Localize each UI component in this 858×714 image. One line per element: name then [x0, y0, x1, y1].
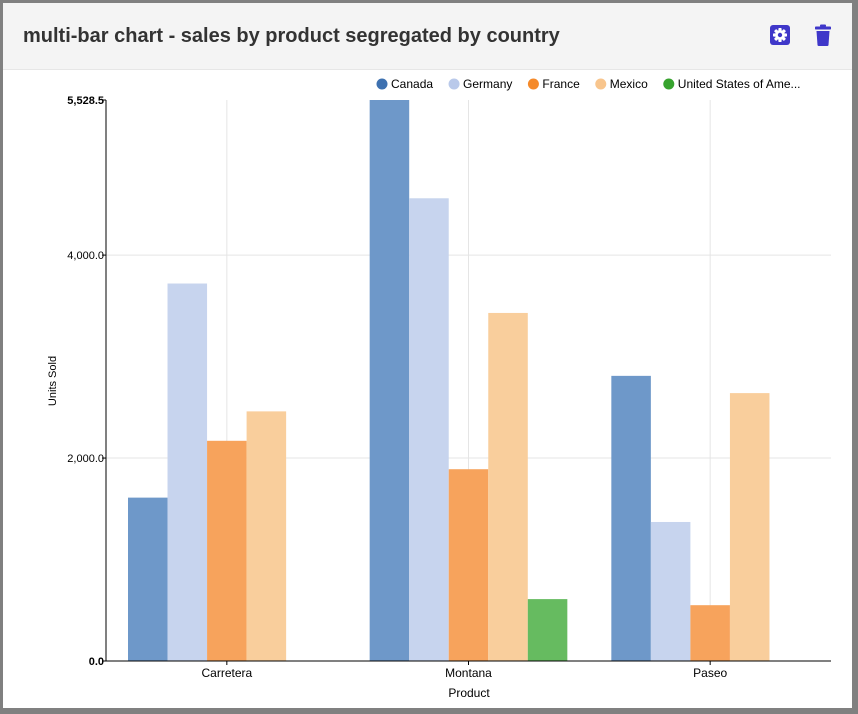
legend-swatch — [527, 78, 539, 90]
chart-card: multi-bar chart - sales by product segre… — [3, 3, 852, 708]
x-tick-label: Paseo — [693, 666, 727, 680]
card-title: multi-bar chart - sales by product segre… — [23, 25, 560, 47]
bar[interactable] — [527, 599, 568, 661]
x-axis-label: Product — [448, 686, 490, 700]
settings-button[interactable] — [768, 23, 792, 47]
legend-item[interactable]: Mexico — [595, 77, 648, 91]
legend-item[interactable]: France — [527, 77, 580, 91]
legend-label: United States of Ame... — [678, 77, 801, 91]
bar[interactable] — [650, 521, 691, 661]
bar[interactable] — [611, 375, 651, 661]
delete-button[interactable] — [811, 23, 835, 47]
legend-item[interactable]: Germany — [448, 77, 513, 91]
x-tick-label: Montana — [445, 666, 492, 680]
legend-label: Canada — [391, 77, 433, 91]
legend-swatch — [595, 78, 607, 90]
y-tick-label: 4,000.0 — [67, 250, 104, 262]
bar[interactable] — [246, 411, 287, 661]
legend-label: Germany — [463, 77, 512, 91]
y-tick-label: 0.0 — [89, 656, 104, 668]
bar[interactable] — [207, 440, 247, 661]
y-tick-label: 5,528.5 — [67, 95, 104, 107]
bar[interactable] — [488, 312, 528, 661]
y-tick-label: 2,000.0 — [67, 453, 104, 465]
bar[interactable] — [409, 198, 449, 661]
gear-icon — [770, 25, 790, 45]
multi-bar-chart: 0.0 2,000.0 4,000.0 5,528.5 Carretera Montan… — [47, 77, 831, 700]
card-header: multi-bar chart - sales by product segre… — [3, 3, 852, 70]
legend-label: Mexico — [610, 77, 648, 91]
legend-label: France — [542, 77, 580, 91]
legend-swatch — [376, 78, 388, 90]
legend-item[interactable]: United States of Ame... — [663, 77, 801, 91]
bar[interactable] — [690, 605, 730, 661]
trash-icon — [815, 24, 831, 46]
bar[interactable] — [167, 283, 208, 661]
bar[interactable] — [448, 469, 489, 661]
legend-swatch — [448, 78, 460, 90]
y-axis-label: Units Sold — [47, 356, 59, 406]
x-tick-label: Carretera — [201, 666, 252, 680]
legend-swatch — [663, 78, 675, 90]
bar[interactable] — [128, 497, 168, 661]
legend-item[interactable]: Canada — [376, 77, 434, 91]
bar[interactable] — [369, 100, 410, 661]
bar[interactable] — [729, 393, 770, 661]
